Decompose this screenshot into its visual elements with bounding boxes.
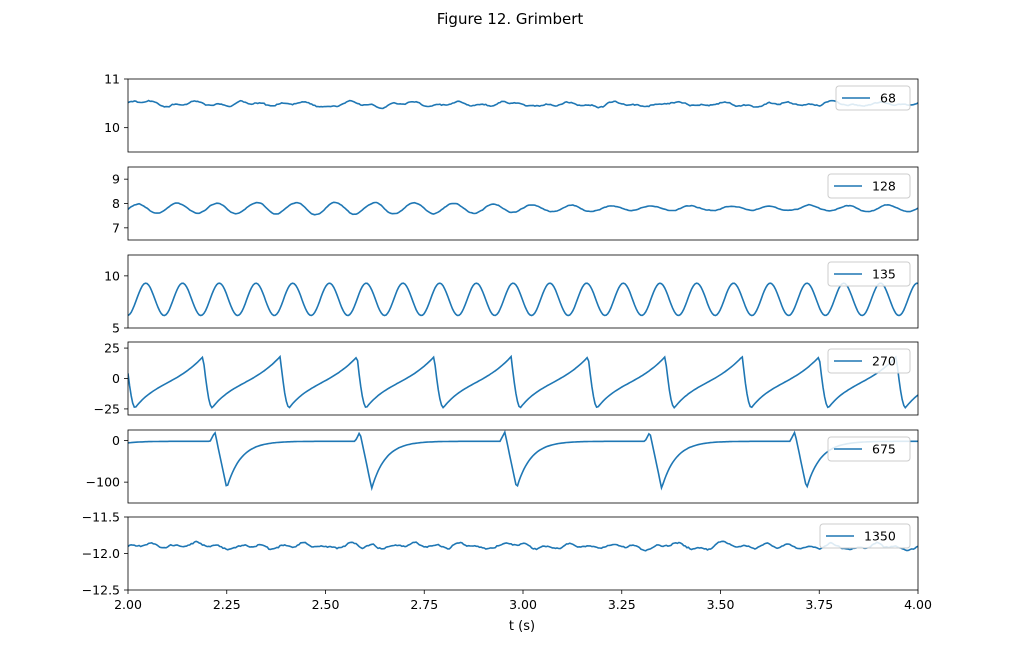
y-tick-label: 5 — [112, 321, 120, 336]
x-tick-label: 3.50 — [707, 597, 735, 612]
series-line-128 — [128, 201, 918, 216]
y-tick-label: −12.5 — [82, 583, 120, 598]
legend-box — [827, 436, 911, 462]
y-tick-label: 0 — [112, 371, 120, 386]
y-tick-label: 25 — [104, 341, 120, 356]
series-line-135 — [128, 282, 918, 317]
legend-box — [827, 261, 911, 287]
subplots: 10 11 68 7 8 9 128 5 10 135 −25 0 25 270 −100 0 675 −12.5… — [82, 72, 932, 613]
y-tick-label: 7 — [112, 220, 120, 235]
x-tick-label: 2.50 — [312, 597, 340, 612]
y-tick-label: 10 — [104, 120, 120, 135]
legend-label: 675 — [872, 442, 896, 457]
legend-label: 135 — [872, 267, 896, 282]
y-tick-label: 11 — [104, 72, 120, 87]
x-tick-label: 4.00 — [904, 597, 932, 612]
y-tick-label: −100 — [86, 475, 120, 490]
legend-label: 270 — [872, 354, 896, 369]
subplot-frame — [127, 78, 919, 153]
y-tick-label: 10 — [104, 268, 120, 283]
legend-box — [819, 523, 911, 549]
x-tick-label: 2.25 — [213, 597, 241, 612]
x-tick-label: 3.75 — [805, 597, 833, 612]
y-tick-label: 0 — [112, 433, 120, 448]
y-tick-label: 9 — [112, 172, 120, 187]
subplot-frame — [127, 429, 919, 504]
legend-label: 128 — [872, 179, 896, 194]
subplot-frame — [127, 166, 919, 241]
figure-title: Figure 12. Grimbert — [437, 10, 584, 28]
x-axis-label: t (s) — [509, 619, 535, 634]
x-tick-label: 2.75 — [410, 597, 438, 612]
y-tick-label: −12.0 — [82, 546, 120, 561]
x-tick-label: 2.00 — [114, 597, 142, 612]
legend-label: 68 — [880, 91, 896, 106]
series-line-675 — [128, 430, 918, 492]
legend-label: 1350 — [864, 529, 896, 544]
y-tick-label: −11.5 — [82, 510, 120, 525]
legend-box — [827, 173, 911, 199]
y-tick-label: −25 — [94, 401, 120, 416]
x-tick-label: 3.25 — [608, 597, 636, 612]
legend-box — [835, 85, 911, 111]
subplot-frame — [127, 254, 919, 329]
y-tick-label: 8 — [112, 196, 120, 211]
subplot-frame — [127, 516, 919, 591]
series-line-68 — [128, 99, 918, 110]
x-tick-label: 3.00 — [509, 597, 537, 612]
legend-box — [827, 348, 911, 374]
series-line-1350 — [128, 540, 918, 552]
series-line-270 — [128, 354, 918, 410]
